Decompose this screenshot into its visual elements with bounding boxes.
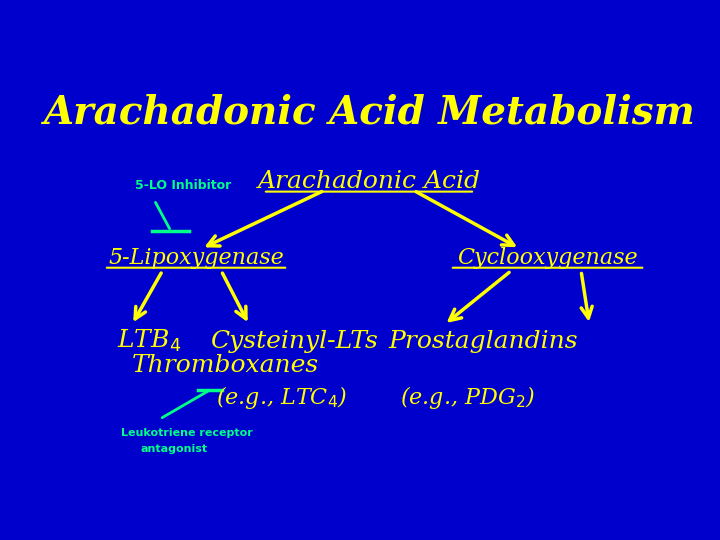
Text: Cysteinyl-LTs: Cysteinyl-LTs: [210, 330, 378, 353]
Text: (e.g., PDG$_2$): (e.g., PDG$_2$): [400, 384, 535, 411]
Text: LTB$_4$: LTB$_4$: [117, 328, 181, 354]
Text: 5-Lipoxygenase: 5-Lipoxygenase: [108, 247, 284, 269]
Text: Cyclooxygenase: Cyclooxygenase: [457, 247, 638, 269]
Text: Arachadonic Acid: Arachadonic Acid: [258, 170, 480, 193]
Text: Leukotriene receptor: Leukotriene receptor: [121, 428, 253, 438]
Text: 5-LO Inhibitor: 5-LO Inhibitor: [135, 179, 231, 192]
Text: (e.g., LTC$_4$): (e.g., LTC$_4$): [215, 384, 347, 411]
Text: Arachadonic Acid Metabolism: Arachadonic Acid Metabolism: [43, 94, 695, 132]
Text: Prostaglandins: Prostaglandins: [389, 330, 578, 353]
Text: antagonist: antagonist: [140, 444, 207, 455]
Text: Thromboxanes: Thromboxanes: [132, 354, 319, 376]
